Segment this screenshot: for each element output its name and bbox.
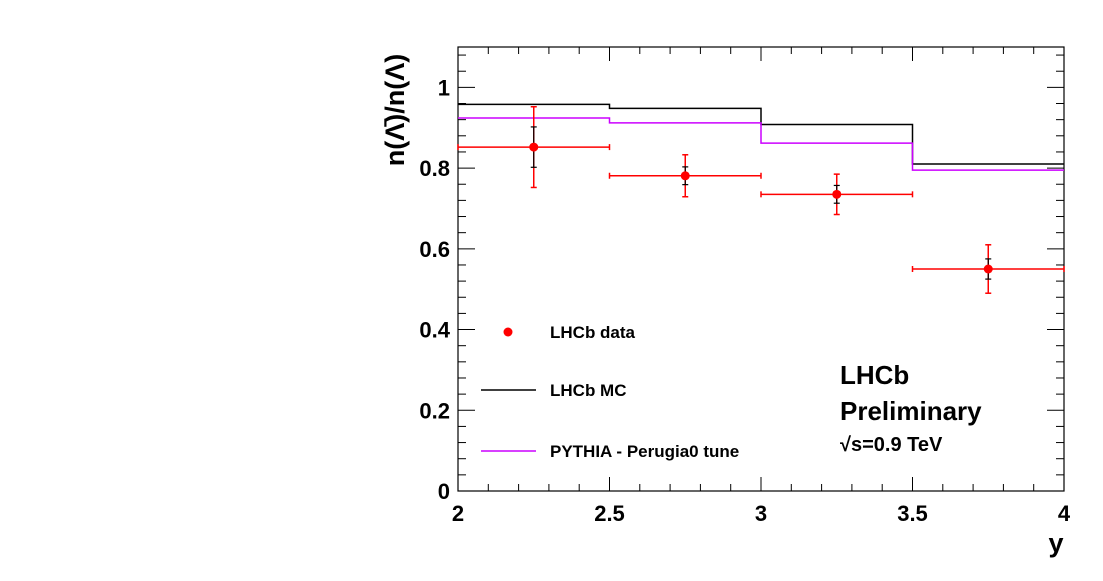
- step-histograms: [458, 103, 1064, 171]
- y-tick-label: 0.4: [419, 318, 450, 343]
- data-point: [529, 142, 539, 152]
- data-point: [680, 171, 690, 181]
- x-tick-labels: 2 2.5 3 3.5 4: [452, 501, 1071, 526]
- y-tick-label: 0.6: [419, 237, 450, 262]
- legend-marker-lhcb-data: [503, 327, 513, 337]
- y-tick-label: 0.2: [419, 398, 450, 423]
- legend: LHCb data LHCb MC PYTHIA - Perugia0 tune: [481, 323, 739, 461]
- x-tick-label: 2: [452, 501, 464, 526]
- y-tick-labels: 0 0.2 0.4 0.6 0.8 1: [419, 75, 450, 504]
- x-tick-label: 3: [755, 501, 767, 526]
- y-tick-label: 1: [438, 75, 450, 100]
- y-tick-label: 0.8: [419, 156, 450, 181]
- data-points: [457, 105, 1065, 294]
- y-axis-label: n(Λ̄)/n(Λ): [380, 54, 410, 166]
- x-tick-label: 4: [1058, 501, 1071, 526]
- y-tick-label: 0: [438, 479, 450, 504]
- x-tick-label: 2.5: [594, 501, 625, 526]
- legend-label-lhcb-data: LHCb data: [550, 323, 636, 342]
- data-point: [983, 264, 993, 274]
- x-axis-label: y: [1048, 528, 1063, 558]
- legend-label-pythia: PYTHIA - Perugia0 tune: [550, 442, 739, 461]
- annotation-preliminary: Preliminary: [840, 396, 982, 426]
- step-line-pythia-perugia0-tune: [458, 117, 1064, 171]
- annotation-lhcb: LHCb: [840, 360, 909, 390]
- data-point: [832, 189, 842, 199]
- x-tick-label: 3.5: [897, 501, 928, 526]
- axis-ticks: [457, 47, 1065, 492]
- annotation: LHCb Preliminary √s=0.9 TeV: [840, 360, 982, 456]
- legend-label-lhcb-mc: LHCb MC: [550, 381, 626, 400]
- annotation-energy: √s=0.9 TeV: [840, 434, 943, 456]
